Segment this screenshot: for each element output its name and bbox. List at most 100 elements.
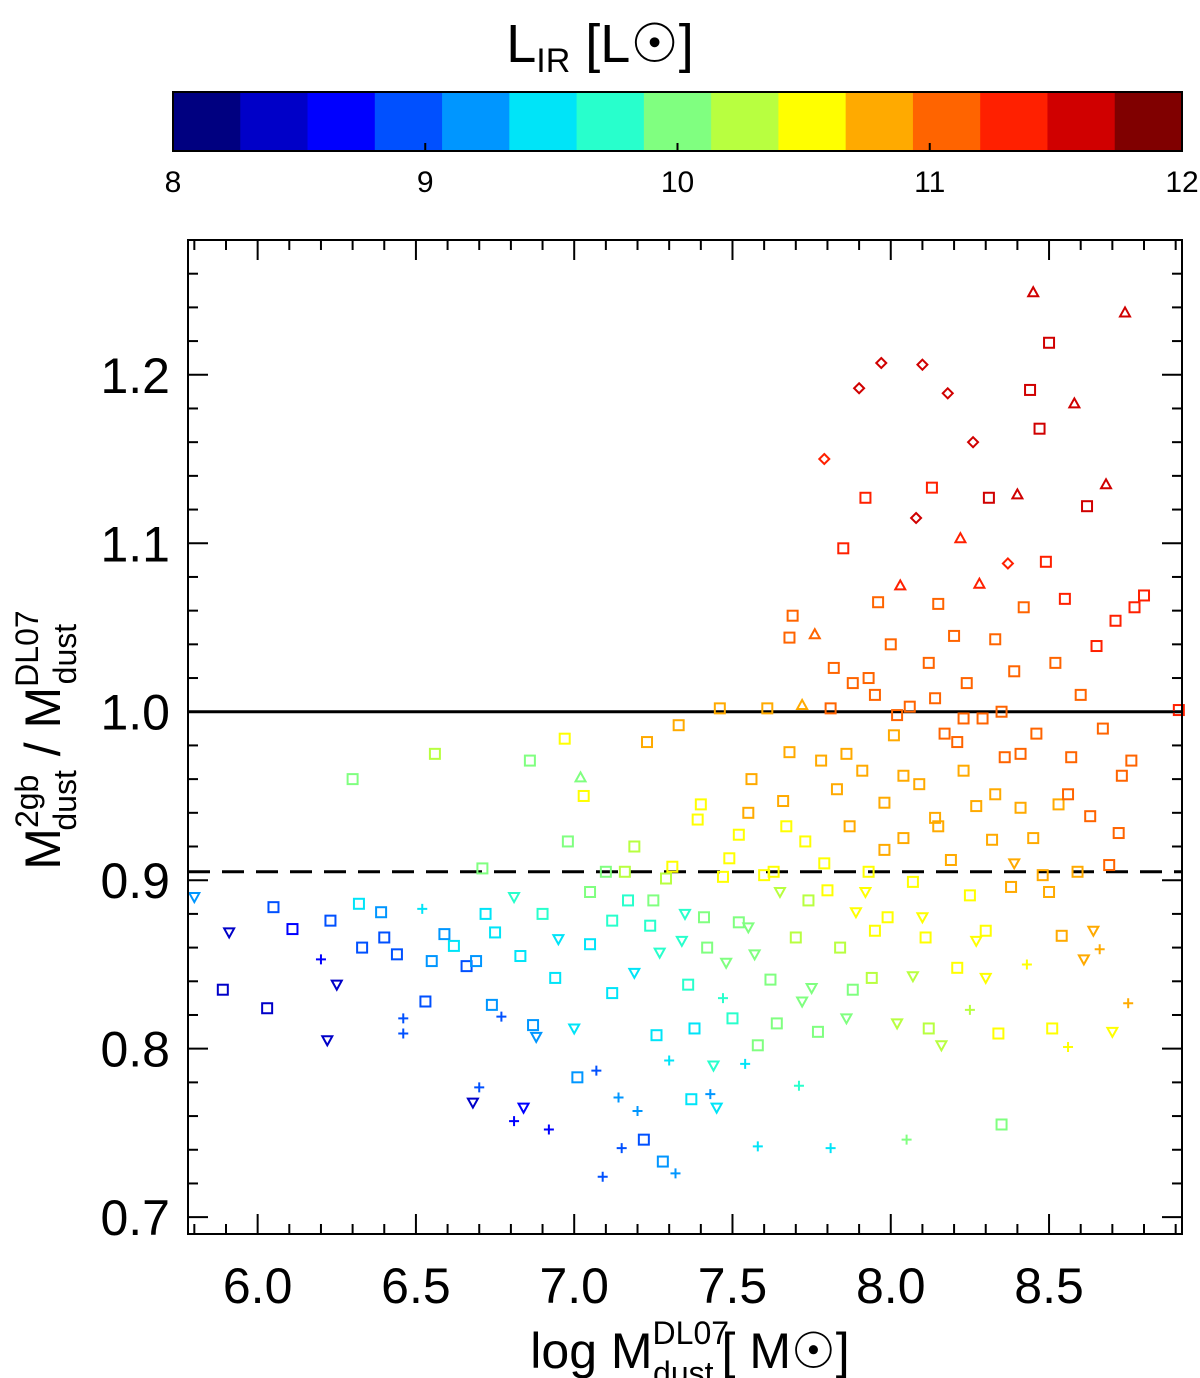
data-point-square [1008, 665, 1021, 678]
data-point-square [1039, 555, 1052, 568]
data-point-plus [509, 1116, 520, 1127]
data-point-triangle-down [747, 949, 762, 962]
data-point-plus [597, 1171, 608, 1182]
data-point-square [571, 1071, 584, 1084]
data-point-square [1036, 869, 1049, 882]
colorbar-band [240, 92, 309, 151]
data-point-triangle-down [906, 971, 920, 984]
data-point-square [751, 1039, 764, 1052]
data-point-square [606, 987, 619, 1000]
data-point-square [641, 736, 654, 749]
data-point-square [732, 828, 745, 841]
data-point-square [862, 672, 875, 685]
data-point-plus [717, 993, 728, 1004]
data-point-square [1049, 656, 1062, 669]
data-point-square [1138, 589, 1151, 602]
data-point-square [489, 926, 502, 939]
data-point-square [425, 955, 438, 968]
data-point-diamond [874, 356, 888, 370]
data-point-square [1043, 885, 1056, 898]
data-point-triangle-up [808, 627, 822, 640]
data-point-triangle-down [551, 934, 566, 947]
colorbar-tick-label: 11 [914, 166, 945, 199]
data-point-triangle-down [934, 1040, 949, 1053]
data-point-triangle-down [678, 908, 692, 921]
data-point-square [1090, 640, 1103, 653]
data-point-triangle-down [187, 892, 202, 905]
data-point-square [346, 773, 359, 786]
data-point-square [995, 1118, 1008, 1131]
colorbar-band [442, 92, 510, 151]
data-point-square [1125, 754, 1138, 767]
data-point-square [1033, 422, 1046, 435]
y-label-num-superscript: 2gb [9, 775, 45, 828]
data-point-square [897, 832, 910, 845]
data-point-triangle-up [893, 578, 907, 591]
data-point-square [1058, 592, 1071, 605]
data-point-square [976, 712, 989, 725]
y-tick-label: 1.1 [100, 516, 170, 572]
data-point-square [846, 677, 859, 690]
data-point-square [922, 1022, 935, 1035]
data-point-square [811, 1025, 824, 1038]
colorbar-tick-label: 9 [417, 166, 434, 199]
data-point-triangle-down [849, 907, 863, 920]
data-point-square [929, 692, 942, 705]
data-point-square [932, 820, 945, 833]
data-point-square [982, 491, 995, 504]
data-point-square [827, 661, 840, 674]
data-point-square [375, 906, 388, 919]
data-point-square [716, 870, 729, 883]
data-point-square [650, 1029, 663, 1042]
data-point-square [865, 971, 878, 984]
data-point-square [868, 688, 881, 701]
colorbar-tick-label: 8 [165, 166, 182, 199]
data-point-triangle-down [507, 892, 521, 905]
colorbar-band [711, 92, 779, 151]
data-point-square [767, 865, 780, 878]
data-point-square [618, 865, 631, 878]
data-point-triangle-down [839, 1013, 854, 1026]
y-tick-label: 1.0 [100, 685, 170, 741]
data-point-square [485, 998, 498, 1011]
data-point-square [691, 813, 704, 826]
x-label-superscript: DL07 [653, 1315, 730, 1351]
data-point-plus [591, 1065, 602, 1076]
y-tick-label: 0.9 [100, 853, 170, 909]
data-point-triangle-down [709, 1102, 724, 1115]
data-point-triangle-down [795, 996, 809, 1009]
data-point-square [1096, 722, 1109, 735]
data-point-square [830, 783, 843, 796]
data-point-square [514, 950, 527, 963]
colorbar-band [643, 92, 712, 151]
reference-lines [188, 710, 1182, 874]
data-point-square [922, 656, 935, 669]
data-point-square [989, 788, 1002, 801]
data-point-square [732, 916, 745, 929]
data-point-square [1074, 688, 1087, 701]
data-point-square [216, 983, 229, 996]
data-point-triangle-up [1118, 305, 1132, 318]
data-point-square [261, 1002, 274, 1015]
data-point-diamond [941, 386, 955, 400]
data-point-square [577, 789, 590, 802]
colorbar-band [1047, 92, 1116, 151]
x-tick-label: 6.5 [381, 1258, 451, 1314]
data-point-square [656, 1155, 669, 1168]
data-point-square [628, 840, 641, 853]
sun-symbol-icon: ☉ [791, 1323, 836, 1378]
data-point-square [856, 764, 869, 777]
data-point-square [951, 961, 964, 974]
data-point-plus [793, 1080, 804, 1091]
scatter-plot: 6.0 6.5 7.0 7.5 8.0 8.50.70.80.91.01.11.2 log… [9, 239, 1185, 1378]
data-point-square [1046, 1022, 1059, 1035]
data-point-plus [1094, 944, 1105, 955]
data-point-plus [632, 1106, 643, 1117]
data-point-square [903, 700, 916, 713]
data-point-triangle-down [741, 922, 756, 935]
data-point-triangle-up [1099, 477, 1113, 490]
x-tick-label: 6.0 [223, 1258, 293, 1314]
data-point-triangle-down [858, 886, 873, 900]
data-point-square [932, 597, 945, 610]
data-point-triangle-down [890, 1018, 904, 1031]
